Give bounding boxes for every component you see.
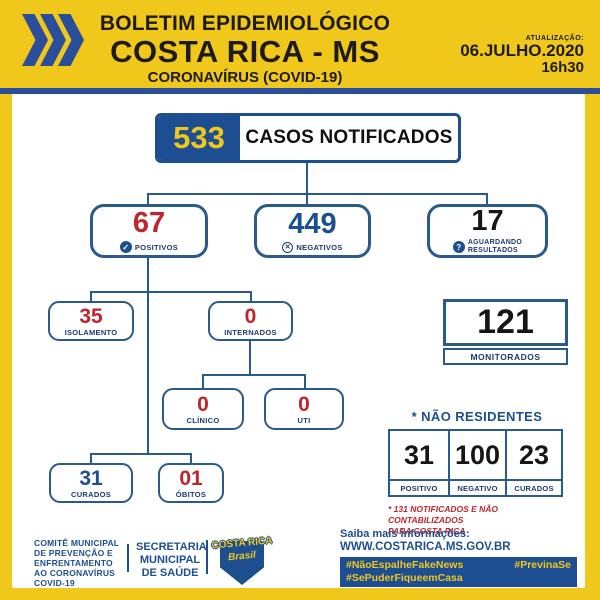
isolation-box: 35 ISOLAMENTO <box>48 301 134 341</box>
connector <box>304 374 306 388</box>
chevrons-icon <box>22 14 84 66</box>
negatives-count: 449 <box>288 207 337 240</box>
website-link[interactable]: WWW.COSTARICA.MS.GOV.BR <box>340 541 511 553</box>
connector <box>90 453 192 455</box>
connector <box>306 193 308 204</box>
connector <box>202 374 306 376</box>
more-info-label: Saiba mais informações: <box>340 528 470 540</box>
footer-divider <box>127 544 129 572</box>
positives-count: 67 <box>132 207 166 239</box>
positives-box: 67 ✓ POSITIVOS <box>90 204 208 258</box>
awaiting-label-line2: RESULTADOS <box>467 247 519 254</box>
awaiting-results-count: 17 <box>471 205 504 238</box>
header-title-block: BOLETIM EPIDEMIOLÓGICO COSTA RICA - MS C… <box>95 12 395 86</box>
negatives-box: 449 ✕ NEGATIVOS <box>254 204 371 258</box>
secretariat-text: SECRETARIA MUNICIPAL DE SAÚDE <box>136 541 207 581</box>
hashtags-box: #NãoEspalheFakeNews #PrevinaSe #SePuderF… <box>340 557 577 587</box>
header-divider <box>0 88 600 94</box>
nr-negative-label: NEGATIVO <box>449 479 506 495</box>
check-circle-icon: ✓ <box>119 241 132 253</box>
nr-cured-label: CURADOS <box>507 479 561 495</box>
clinical-box: 0 CLÍNICO <box>162 388 244 430</box>
footnote-line1: * 131 NOTIFICADOS E NÃO CONTABILIZADOS <box>388 504 499 526</box>
cured-box: 31 CURADOS <box>49 463 133 503</box>
notified-cases-box: 533 CASOS NOTIFICADOS <box>155 113 461 163</box>
question-circle-icon: ? <box>452 241 465 253</box>
awaiting-label-line1: AGUARDANDO <box>467 239 523 247</box>
committee-text: COMITÊ MUNICIPAL DE PREVENÇÃO E ENFRENTA… <box>34 538 119 588</box>
hospitalized-label: INTERNADOS <box>224 327 277 337</box>
deaths-count: 01 <box>179 466 203 490</box>
secretariat-line: MUNICIPAL <box>139 554 201 567</box>
notified-cases-label: CASOS NOTIFICADOS <box>245 127 453 148</box>
committee-line: AO CORONAVÍRUS <box>34 568 116 579</box>
disease-subtitle: CORONAVÍRUS (COVID-19) <box>147 69 343 86</box>
committee-line: COMITÊ MUNICIPAL <box>34 538 120 548</box>
deaths-box: 01 ÓBITOS <box>158 463 224 503</box>
costa-rica-logo: COSTA RICA Brasil <box>211 535 273 588</box>
connector <box>306 163 308 194</box>
update-time: 16h30 <box>541 58 584 76</box>
nr-positive-label: POSITIVO <box>390 479 448 495</box>
clinical-label: CLÍNICO <box>186 415 220 425</box>
connector <box>147 258 149 455</box>
monitored-box: 121 MONITORADOS <box>443 299 568 365</box>
clinical-count: 0 <box>197 392 209 416</box>
connector <box>190 453 192 463</box>
hospitalized-count: 0 <box>244 304 257 328</box>
hashtag-previnase: #PrevinaSe <box>514 559 571 571</box>
secretariat-line: DE SAÚDE <box>141 567 199 580</box>
connector <box>202 374 204 388</box>
bulletin-title: BOLETIM EPIDEMIOLÓGICO <box>99 12 391 35</box>
hashtag-fiqueemcasa: #SePuderFiqueemCasa <box>346 572 463 585</box>
update-date: 06.JULHO.2020 <box>460 41 584 60</box>
update-block: ATUALIZAÇÃO: 06.JULHO.2020 16h30 <box>460 35 584 76</box>
icu-count: 0 <box>298 392 310 416</box>
isolation-label: ISOLAMENTO <box>64 327 118 337</box>
committee-line: COVID-19 <box>34 578 75 589</box>
cured-count: 31 <box>79 466 103 490</box>
isolation-count: 35 <box>79 304 103 328</box>
x-circle-icon: ✕ <box>282 241 294 253</box>
hashtag-fakenews: #NãoEspalheFakeNews <box>346 559 464 571</box>
non-residents-table: 31 POSITIVO 100 NEGATIVO 23 CURADOS <box>388 429 563 497</box>
secretariat-line: SECRETARIA <box>136 541 207 553</box>
nr-negative-count: 100 <box>454 439 501 470</box>
nr-cured-cell: 23 CURADOS <box>505 429 563 497</box>
icu-label: UTI <box>297 415 311 425</box>
nr-cured-count: 23 <box>518 439 550 470</box>
connector <box>90 453 92 463</box>
monitored-label: MONITORADOS <box>443 348 568 365</box>
cured-label: CURADOS <box>70 489 112 499</box>
footnote-line2: PARA COSTA RICA <box>388 526 466 537</box>
connector <box>486 193 488 204</box>
nr-positive-cell: 31 POSITIVO <box>388 429 450 497</box>
connector <box>147 193 149 204</box>
icu-box: 0 UTI <box>264 388 344 430</box>
nr-positive-count: 31 <box>403 439 435 470</box>
monitored-count: 121 <box>443 299 568 346</box>
footer-divider <box>206 540 208 574</box>
non-residents-title: * NÃO RESIDENTES <box>411 409 543 424</box>
committee-line: ENFRENTAMENTO <box>34 558 113 569</box>
hospitalized-box: 0 INTERNADOS <box>208 301 293 341</box>
connector <box>147 193 488 195</box>
positives-label: POSITIVOS <box>134 242 179 252</box>
nr-negative-cell: 100 NEGATIVO <box>447 429 508 497</box>
connector <box>90 291 92 301</box>
negatives-label: NEGATIVOS <box>296 242 343 252</box>
connector <box>249 341 251 376</box>
notified-cases-count: 533 <box>158 116 240 160</box>
connector <box>250 291 252 301</box>
connector <box>90 291 252 293</box>
awaiting-results-box: 17 ? AGUARDANDO RESULTADOS <box>427 204 548 258</box>
region-title: COSTA RICA - MS <box>110 34 380 69</box>
deaths-label: ÓBITOS <box>175 489 207 499</box>
committee-line: DE PREVENÇÃO E <box>34 548 113 559</box>
update-label: ATUALIZAÇÃO: <box>525 35 584 42</box>
non-residents-footnote: * 131 NOTIFICADOS E NÃO CONTABILIZADOS P… <box>388 504 573 537</box>
